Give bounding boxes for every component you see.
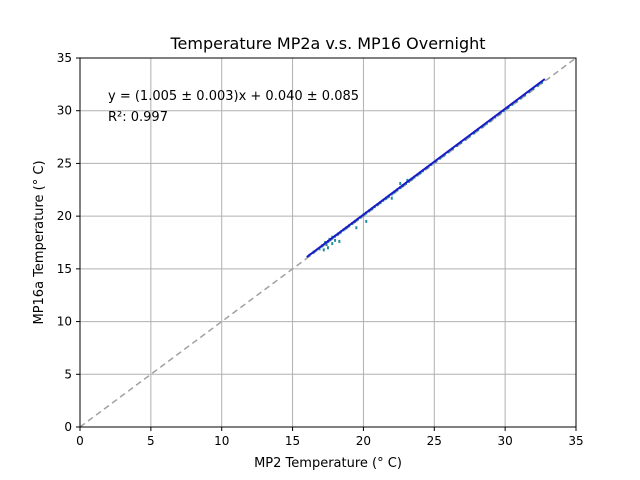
fit-line <box>306 78 546 258</box>
reference-line <box>79 57 577 428</box>
x-tick-label: 35 <box>568 434 583 448</box>
reference-line-group <box>79 57 577 428</box>
x-tick-label: 0 <box>76 434 84 448</box>
data-point <box>390 196 393 200</box>
data-point <box>399 181 402 185</box>
data-point <box>338 239 341 243</box>
chart-title: Temperature MP2a v.s. MP16 Overnight <box>169 34 485 53</box>
y-axis-ticks: 0 5 10 15 20 25 30 35 <box>57 51 80 434</box>
data-point <box>365 219 368 223</box>
fit-line-group <box>306 78 546 258</box>
x-tick-label: 15 <box>285 434 300 448</box>
x-tick-label: 20 <box>356 434 371 448</box>
data-point <box>318 247 321 251</box>
y-axis-label: MP16a Temperature (° C) <box>32 160 47 324</box>
plot-frame <box>79 57 577 428</box>
y-tick-label: 25 <box>57 156 72 170</box>
y-tick-label: 35 <box>57 51 72 65</box>
y-tick-label: 15 <box>57 262 72 276</box>
data-point <box>355 226 358 230</box>
data-point <box>406 178 409 182</box>
y-tick-label: 30 <box>57 104 72 118</box>
data-point <box>327 246 329 250</box>
y-tick-label: 5 <box>64 367 72 381</box>
y-tick-label: 20 <box>57 209 72 223</box>
y-tick-label: 0 <box>64 420 72 434</box>
data-point <box>325 243 328 247</box>
y-tick-label: 10 <box>57 315 72 329</box>
x-tick-label: 30 <box>498 434 513 448</box>
x-axis-label: MP2 Temperature (° C) <box>254 456 402 471</box>
grid <box>79 57 577 428</box>
data-point <box>331 242 334 246</box>
x-tick-label: 25 <box>427 434 442 448</box>
data-point <box>334 238 337 242</box>
x-axis-ticks: 0 5 10 15 20 25 30 35 <box>76 427 584 448</box>
data-point <box>322 248 325 252</box>
r-squared-annotation: R²: 0.997 <box>108 110 168 125</box>
x-tick-label: 5 <box>147 434 155 448</box>
x-tick-label: 10 <box>214 434 229 448</box>
fit-equation-annotation: y = (1.005 ± 0.003)x + 0.040 ± 0.085 <box>108 89 359 104</box>
